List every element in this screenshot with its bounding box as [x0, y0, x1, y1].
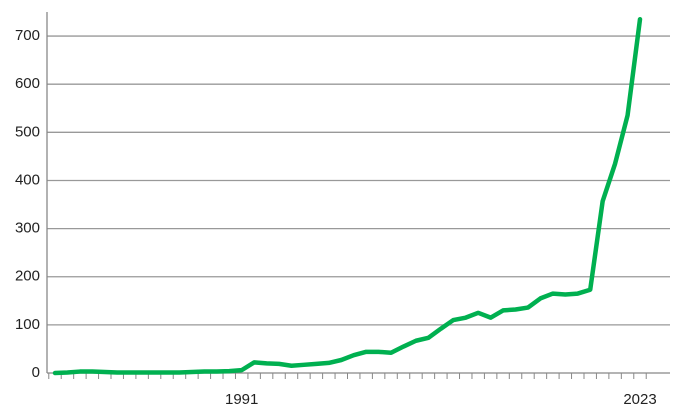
- y-tick-label: 600: [15, 75, 40, 92]
- x-tick-label: 2023: [623, 391, 656, 408]
- data-line: [52, 16, 643, 376]
- y-tick-label: 0: [32, 364, 40, 381]
- y-tick-label: 100: [15, 316, 40, 333]
- y-tick-label: 400: [15, 171, 40, 188]
- y-tick-label: 300: [15, 220, 40, 237]
- x-tick-label: 1991: [225, 391, 258, 408]
- y-tick-label: 700: [15, 27, 40, 44]
- y-tick-label: 200: [15, 268, 40, 285]
- y-tick-label: 500: [15, 123, 40, 140]
